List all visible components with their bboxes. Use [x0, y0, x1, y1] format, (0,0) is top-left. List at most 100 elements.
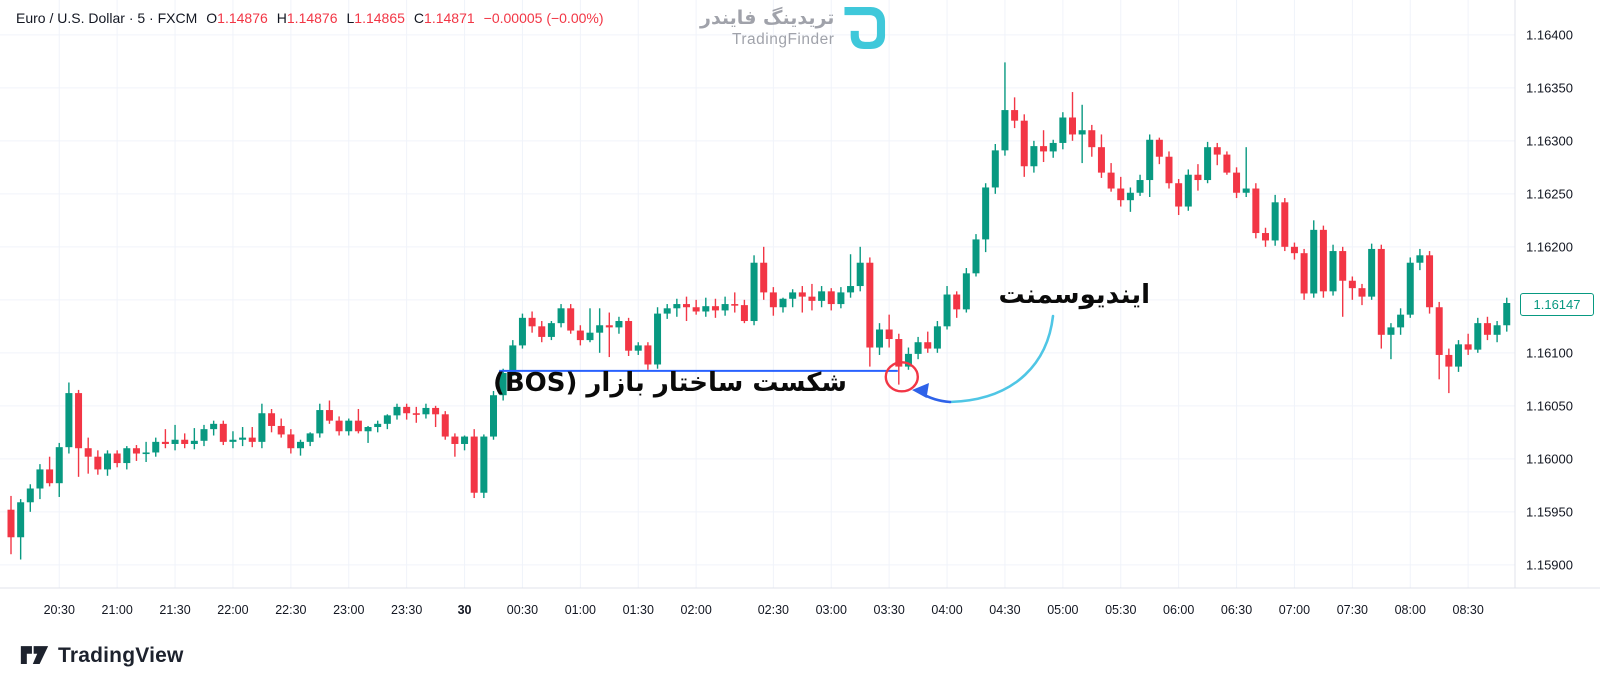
time-tick-label: 08:30	[1452, 603, 1484, 617]
candle	[1348, 276, 1356, 300]
candle	[181, 433, 189, 449]
candle	[364, 425, 372, 443]
candle	[731, 292, 739, 313]
tradingfinder-watermark: تریدینگ فایندر TradingFinder	[700, 6, 886, 50]
candle	[403, 403, 411, 420]
candle	[1387, 323, 1395, 360]
price-tick-label: 1.16250	[1526, 186, 1573, 202]
candle	[1146, 134, 1154, 197]
candle	[1136, 174, 1144, 196]
candle	[306, 432, 314, 447]
candle	[1020, 114, 1028, 177]
candle	[1030, 140, 1038, 173]
candle	[933, 321, 941, 353]
candle	[1107, 163, 1115, 192]
candles-layer	[7, 62, 1511, 560]
candle	[26, 484, 34, 512]
candle	[1126, 187, 1134, 212]
candle	[740, 299, 748, 324]
candle	[1078, 104, 1086, 164]
inducement-arrow-curve[interactable]	[948, 314, 1055, 404]
time-tick-label: 22:00	[217, 603, 249, 617]
time-tick-label: 00:30	[506, 603, 539, 617]
candle	[711, 298, 719, 318]
candle	[461, 435, 469, 451]
candle	[258, 403, 266, 449]
candle	[1310, 220, 1318, 298]
time-tick-label: 05:00	[1047, 603, 1079, 617]
inducement-annotation-label: ایندیوسمنت	[998, 280, 1150, 310]
time-tick-label: 22:30	[275, 603, 307, 617]
candle	[36, 464, 44, 500]
symbol-header[interactable]: Euro / U.S. Dollar · 5 · FXCM O1.14876 H…	[16, 10, 604, 26]
candle	[634, 342, 642, 355]
candle	[190, 428, 198, 450]
candle	[142, 441, 150, 462]
candle	[1290, 242, 1298, 260]
candle	[239, 427, 247, 447]
price-tick-label: 1.16200	[1526, 239, 1573, 255]
candle	[914, 336, 922, 360]
candle	[1262, 227, 1269, 247]
candle	[876, 323, 883, 355]
candle	[605, 312, 613, 358]
price-tick-label: 1.16050	[1526, 398, 1573, 414]
candle	[75, 389, 83, 477]
candle	[644, 342, 652, 370]
candle	[412, 406, 420, 423]
ohlc-open: O1.14876	[206, 10, 268, 26]
candle	[1368, 243, 1376, 300]
candle	[1474, 317, 1482, 353]
candle	[1069, 92, 1076, 141]
candle	[480, 434, 488, 499]
price-tick-label: 1.16350	[1526, 80, 1573, 96]
ohlc-low: L1.14865	[346, 10, 405, 26]
candle	[789, 289, 797, 308]
time-tick-label: 02:00	[680, 603, 712, 617]
time-tick-label: 23:00	[333, 603, 365, 617]
time-tick-label: 01:00	[564, 603, 596, 617]
candle	[1213, 142, 1221, 166]
time-tick-label: 06:30	[1220, 603, 1253, 617]
candle	[287, 429, 295, 454]
candle	[335, 416, 343, 436]
candle	[1493, 321, 1501, 343]
candle	[750, 255, 758, 326]
candle	[625, 317, 633, 356]
candle	[769, 287, 777, 316]
candle	[547, 321, 555, 341]
candle	[1329, 244, 1337, 296]
candle	[46, 456, 54, 487]
candle	[972, 234, 980, 277]
candle	[567, 304, 575, 334]
candle	[692, 299, 700, 315]
candle	[316, 403, 324, 438]
candle	[991, 144, 999, 194]
tradingfinder-name-en: TradingFinder	[731, 30, 835, 48]
candle	[161, 429, 169, 449]
candle	[1339, 246, 1347, 317]
candle	[1271, 194, 1279, 246]
candle	[654, 307, 662, 369]
candle	[1377, 244, 1385, 349]
tradingview-logo-text: TradingView	[58, 643, 184, 667]
candle	[924, 331, 932, 353]
candle	[760, 246, 768, 300]
candle	[615, 316, 623, 334]
symbol-title[interactable]: Euro / U.S. Dollar · 5 · FXCM	[16, 10, 198, 26]
candle	[152, 437, 160, 457]
candle	[1155, 137, 1163, 165]
price-change: −0.00005 (−0.00%)	[483, 10, 604, 26]
candle	[229, 431, 237, 449]
time-tick-label: 21:30	[159, 603, 191, 617]
inducement-arrowhead	[912, 383, 929, 398]
inducement-circle[interactable]	[884, 361, 919, 393]
candle	[798, 286, 806, 313]
candle	[84, 437, 92, 474]
candle	[277, 418, 285, 438]
tradingview-logo[interactable]: TradingView	[20, 643, 184, 668]
time-tick-label: 04:00	[931, 603, 963, 617]
candle	[1233, 167, 1241, 199]
